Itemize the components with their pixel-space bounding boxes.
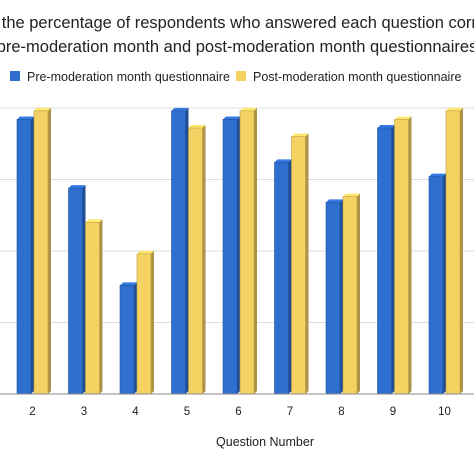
bar-post-q8	[342, 193, 360, 395]
bar-post-q4	[136, 250, 154, 395]
bar-side	[82, 185, 86, 394]
bar-side	[151, 250, 154, 394]
bar-face	[325, 202, 341, 395]
x-tick-label: 4	[132, 406, 139, 418]
bar-side	[460, 107, 463, 395]
bar-side	[31, 116, 34, 394]
bar-face	[171, 110, 186, 395]
bar-face	[136, 253, 152, 395]
bar-pre-q6	[222, 116, 240, 395]
bar-top	[343, 193, 360, 197]
bar-top	[137, 250, 154, 254]
bar-pre-q2	[16, 116, 34, 395]
bar-side	[443, 173, 446, 394]
bar-top	[446, 107, 463, 111]
bar-top	[377, 125, 395, 129]
bar-face	[68, 187, 83, 395]
chart-title-line-1: g the percentage of respondents who answ…	[0, 14, 474, 32]
x-tick-label: 7	[287, 406, 293, 418]
bar-post-q7	[291, 133, 309, 395]
bar-side	[185, 107, 189, 395]
bar-side	[340, 199, 343, 394]
bar-top	[240, 107, 257, 111]
x-tick-label: 3	[81, 406, 87, 418]
bar-pre-q10	[428, 173, 446, 395]
bar-face	[188, 127, 203, 395]
bar-side	[237, 116, 240, 394]
x-axis-title: Question Number	[216, 435, 314, 449]
bar-face	[119, 285, 135, 395]
bar-top	[120, 282, 137, 286]
bar-series	[16, 107, 463, 395]
legend-label-pre: Pre-moderation month questionnaire	[27, 70, 230, 84]
bar-side	[288, 159, 292, 394]
bar-face	[33, 110, 49, 395]
bar-post-q10	[445, 107, 463, 395]
bar-face	[428, 176, 444, 395]
bar-pre-q4	[119, 282, 137, 395]
bar-face	[342, 196, 358, 395]
bar-top	[171, 107, 189, 111]
x-tick-labels: 2 3 4 5 6 7 8 9 10	[29, 406, 451, 418]
x-tick-label: 6	[235, 406, 241, 418]
bar-post-q5	[188, 125, 206, 395]
bar-top	[68, 185, 86, 189]
chart-title-line-2: pre-moderation month and post-moderation…	[0, 38, 474, 56]
bar-side	[305, 133, 309, 394]
bar-face	[16, 119, 32, 395]
bar-top	[188, 125, 206, 129]
bar-face	[377, 127, 392, 395]
bar-top	[394, 116, 412, 120]
bar-side	[408, 116, 412, 394]
bar-top	[17, 116, 34, 120]
bar-side	[391, 125, 395, 395]
bar-face	[85, 222, 100, 395]
bar-face	[222, 119, 238, 395]
x-tick-label: 5	[184, 406, 190, 418]
bar-top	[326, 199, 343, 203]
bar-top	[34, 107, 51, 111]
bar-top	[274, 159, 292, 163]
bar-side	[134, 282, 137, 394]
bar-pre-q3	[68, 185, 86, 395]
legend-swatch-post	[236, 71, 246, 81]
x-tick-label: 2	[29, 406, 35, 418]
bar-side	[202, 125, 206, 395]
bar-side	[48, 107, 51, 395]
bar-pre-q7	[274, 159, 292, 395]
x-tick-label: 10	[438, 406, 451, 418]
bar-post-q9	[394, 116, 412, 395]
bar-face	[239, 110, 255, 395]
bar-post-q3	[85, 219, 103, 395]
bar-face	[291, 136, 306, 395]
bar-pre-q9	[377, 125, 395, 395]
bar-post-q6	[239, 107, 257, 395]
bar-pre-q8	[325, 199, 343, 395]
bar-face	[274, 162, 289, 395]
legend-swatch-pre	[10, 71, 20, 81]
bar-top	[85, 219, 103, 223]
bar-top	[291, 133, 309, 137]
bar-pre-q5	[171, 107, 189, 395]
x-tick-label: 8	[338, 406, 344, 418]
legend-label-post: Post-moderation month questionnaire	[253, 70, 462, 84]
bar-top	[223, 116, 240, 120]
bar-top	[429, 173, 446, 177]
x-tick-label: 9	[390, 406, 396, 418]
bar-side	[99, 219, 103, 394]
bar-post-q2	[33, 107, 51, 395]
bar-side	[254, 107, 257, 395]
bar-face	[445, 110, 461, 395]
bar-side	[357, 193, 360, 394]
legend: Pre-moderation month questionnaire Post-…	[10, 70, 462, 84]
bar-face	[394, 119, 409, 395]
